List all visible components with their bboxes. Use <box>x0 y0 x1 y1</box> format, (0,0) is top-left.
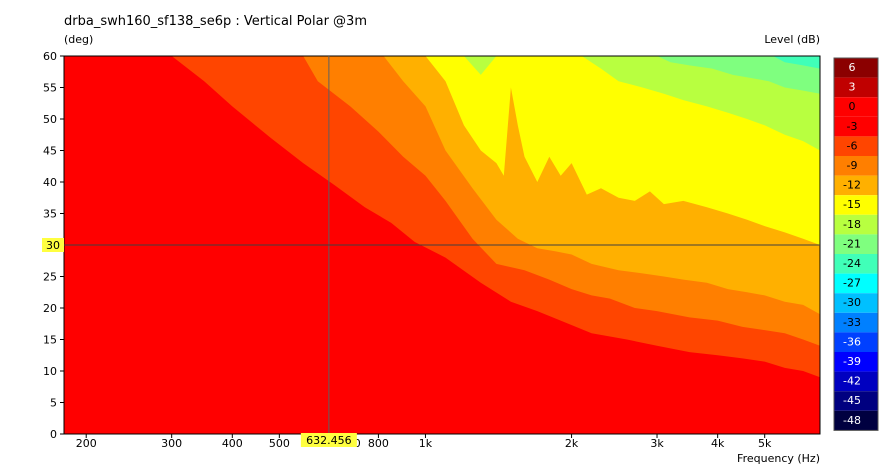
colorbar-swatch <box>834 175 878 196</box>
colorbar-label-tick: -3 <box>847 120 858 133</box>
y-tick-label: 40 <box>43 176 57 189</box>
colorbar-label-tick: -39 <box>843 355 861 368</box>
x-tick-label: 500 <box>269 437 290 450</box>
x-tick-label: 5k <box>758 437 772 450</box>
colorbar-swatch <box>834 410 878 431</box>
x-tick-label: 3k <box>650 437 664 450</box>
x-tick-label: 400 <box>222 437 243 450</box>
colorbar-swatch <box>834 254 878 274</box>
colorbar-swatch <box>834 195 878 215</box>
colorbar-swatch <box>834 156 878 176</box>
colorbar-label-tick: -30 <box>843 296 861 309</box>
colorbar-swatch <box>834 293 878 313</box>
y-tick-label: 10 <box>43 365 57 378</box>
y-tick-label: 25 <box>43 271 57 284</box>
x-tick-label: 800 <box>368 437 389 450</box>
x-tick-label: 2k <box>565 437 579 450</box>
colorbar-swatch <box>834 273 878 294</box>
cursor-frequency-badge <box>300 433 357 447</box>
crosshair-cursor[interactable]: 632.456 30 <box>42 56 820 447</box>
y-tick-label: 55 <box>43 82 57 95</box>
colorbar-label-tick: -12 <box>843 179 861 192</box>
colorbar-label-tick: -21 <box>843 237 861 250</box>
colorbar-swatch <box>834 234 878 254</box>
x-axis-label: Frequency (Hz) <box>737 452 820 465</box>
colorbar-swatch <box>834 58 878 78</box>
y-tick-label: 15 <box>43 334 57 347</box>
colorbar-swatch <box>834 214 878 235</box>
colorbar-frame <box>833 57 879 431</box>
colorbar-swatch <box>834 97 878 117</box>
x-tick-label: 1k <box>419 437 433 450</box>
y-tick-label: 5 <box>50 397 57 410</box>
contour-band-m21 <box>64 56 820 94</box>
colorbar-label-tick: 0 <box>849 100 856 113</box>
colorbar-label: Level (dB) <box>764 33 820 46</box>
colorbar-label-tick: -45 <box>843 394 861 407</box>
y-axis-label: (deg) <box>64 33 93 46</box>
y-tick-label: 35 <box>43 208 57 221</box>
chart-title: drba_swh160_sf138_se6p : Vertical Polar … <box>64 14 367 29</box>
colorbar: 6 3 0 -3 -6 -9 -12 -15 -18 -21 -24 -27 -30 -33 -36 -39 -… <box>833 57 879 431</box>
colorbar-swatch <box>834 371 878 392</box>
colorbar-label-tick: -33 <box>843 316 861 329</box>
colorbar-swatch <box>834 116 878 137</box>
colorbar-label-tick: -24 <box>843 257 861 270</box>
colorbar-swatch <box>834 136 878 156</box>
colorbar-label-tick: 3 <box>849 81 856 94</box>
colorbar-label-tick: -48 <box>843 414 861 427</box>
colorbar-label-tick: -27 <box>843 277 861 290</box>
y-tick-label: 60 <box>43 50 57 63</box>
contour-layer <box>64 56 820 378</box>
cursor-frequency-label: 632.456 <box>306 434 352 447</box>
colorbar-label-tick: -36 <box>843 335 861 348</box>
x-tick-label: 4k <box>711 437 725 450</box>
colorbar-swatch <box>834 391 878 411</box>
y-tick-label: 20 <box>43 302 57 315</box>
x-tick-label: 200 <box>76 437 97 450</box>
y-axis-ticks: 0 5 10 15 20 25 30 35 40 45 50 55 60 <box>43 50 64 441</box>
colorbar-label-tick: -15 <box>843 198 861 211</box>
colorbar-swatch <box>834 332 878 352</box>
colorbar-swatch <box>834 352 878 372</box>
y-tick-label: 0 <box>50 428 57 441</box>
y-tick-label: 45 <box>43 145 57 158</box>
cursor-angle-badge <box>42 238 64 252</box>
x-tick-label: 300 <box>161 437 182 450</box>
cursor-angle-label: 30 <box>46 239 60 252</box>
x-axis-ticks: 2003004005007008001k2k3k4k5k <box>76 434 772 450</box>
colorbar-label-tick: 6 <box>849 61 856 74</box>
contour-band-m18 <box>64 56 820 151</box>
y-tick-label: 50 <box>43 113 57 126</box>
colorbar-label-tick: -42 <box>843 375 861 388</box>
colorbar-label-tick: -9 <box>847 159 858 172</box>
colorbar-swatch <box>834 312 878 333</box>
contour-band-m15 <box>64 56 820 245</box>
colorbar-label-tick: -6 <box>847 139 858 152</box>
colorbar-label-tick: -18 <box>843 218 861 231</box>
colorbar-swatch <box>834 77 878 98</box>
